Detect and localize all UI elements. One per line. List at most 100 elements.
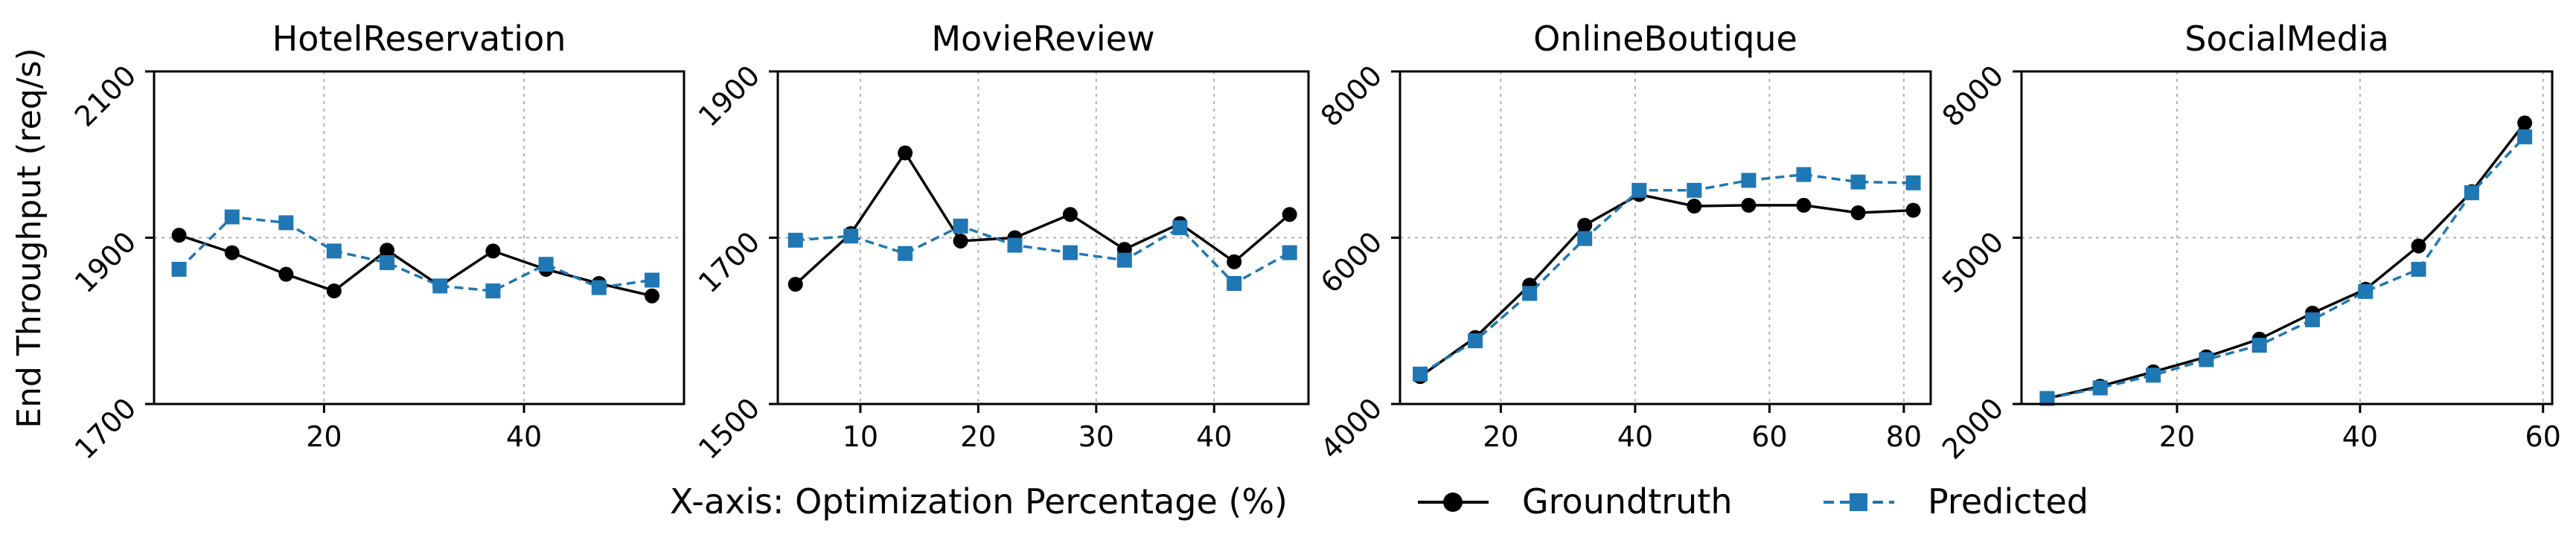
- panel-title: MovieReview: [931, 19, 1154, 59]
- groundtruth-line: [1419, 193, 1914, 378]
- groundtruth-point: [1741, 197, 1757, 213]
- groundtruth-point: [171, 228, 187, 243]
- predicted-point: [2039, 391, 2055, 406]
- panel-title: OnlineBoutique: [1533, 19, 1797, 59]
- predicted-point: [2251, 338, 2267, 353]
- groundtruth-point: [953, 233, 968, 248]
- y-tick-label: 1700: [68, 391, 143, 466]
- x-tick-label: 20: [960, 420, 996, 453]
- predicted-line: [1419, 173, 1914, 376]
- predicted-point: [432, 278, 448, 294]
- predicted-point: [1116, 252, 1132, 268]
- axes-frame: [153, 70, 685, 405]
- groundtruth-point: [326, 283, 342, 299]
- predicted-point: [1413, 366, 1428, 382]
- x-tick-label: 30: [1078, 420, 1114, 453]
- x-tick-label: 20: [1483, 420, 1518, 453]
- predicted-point: [171, 261, 187, 277]
- predicted-point: [1062, 245, 1078, 260]
- y-tick-label: 1700: [692, 225, 767, 300]
- predicted-line: [178, 215, 653, 292]
- panels: HotelReservation 20 40 1700 1900 2100 MovieRev…: [68, 19, 2561, 466]
- predicted-point: [1172, 220, 1188, 236]
- predicted-point: [2464, 185, 2479, 201]
- groundtruth-point: [380, 243, 395, 258]
- legend-groundtruth-label: Groundtruth: [1522, 481, 1733, 522]
- y-tick-label: 1900: [68, 225, 143, 300]
- predicted-point: [278, 215, 294, 231]
- x-tick-label: 40: [1196, 420, 1232, 453]
- axes-frame: [1399, 70, 1932, 405]
- legend-predicted-marker: [1850, 493, 1867, 511]
- groundtruth-point: [2517, 115, 2533, 131]
- predicted-point: [1468, 333, 1483, 349]
- predicted-point: [2146, 368, 2161, 383]
- y-tick-label: 5000: [1936, 225, 2010, 300]
- x-tick-label: 40: [1617, 420, 1653, 453]
- y-tick-label: 2000: [1936, 391, 2010, 466]
- predicted-point: [787, 232, 803, 248]
- predicted-point: [1905, 175, 1921, 190]
- x-tick-label: 10: [843, 420, 878, 453]
- predicted-point: [1741, 173, 1757, 188]
- predicted-point: [843, 228, 859, 244]
- legend-predicted-label: Predicted: [1928, 481, 2088, 522]
- groundtruth-line: [794, 150, 1291, 286]
- predicted-point: [1227, 275, 1242, 291]
- predicted-point: [380, 255, 395, 271]
- groundtruth-point: [645, 288, 660, 304]
- groundtruth-point: [1687, 199, 1702, 214]
- groundtruth-point: [898, 145, 913, 161]
- groundtruth-point: [1850, 205, 1866, 220]
- panel-3: SocialMedia 20 40 60 2000 5000 8000: [1936, 19, 2561, 466]
- predicted-line: [795, 225, 1291, 286]
- predicted-point: [2358, 283, 2374, 299]
- predicted-point: [1687, 182, 1702, 198]
- groundtruth-point: [1282, 207, 1297, 222]
- predicted-point: [645, 272, 660, 288]
- predicted-point: [953, 218, 968, 234]
- predicted-point: [591, 280, 607, 295]
- predicted-point: [2092, 380, 2108, 396]
- panel-1: MovieReview 10 20 30 40 1500 1700 1900: [692, 19, 1310, 466]
- y-tick-label: 1500: [692, 391, 767, 466]
- predicted-point: [2411, 261, 2426, 277]
- x-tick-label: 40: [2342, 420, 2378, 453]
- predicted-point: [1522, 286, 1538, 301]
- predicted-point: [2517, 129, 2533, 144]
- panel-0: HotelReservation 20 40 1700 1900 2100: [68, 19, 685, 466]
- panel-title: HotelReservation: [272, 19, 566, 59]
- predicted-point: [1282, 245, 1297, 260]
- predicted-point: [326, 243, 342, 259]
- groundtruth-point: [2411, 238, 2426, 254]
- x-tick-label: 20: [2159, 420, 2195, 453]
- legend-groundtruth-marker: [1443, 493, 1463, 512]
- y-tick-label: 4000: [1314, 391, 1389, 466]
- groundtruth-point: [1796, 197, 1812, 213]
- x-tick-label: 60: [2525, 420, 2561, 453]
- panel-title: SocialMedia: [2185, 19, 2389, 59]
- x-tick-label: 20: [306, 420, 342, 453]
- predicted-point: [2199, 352, 2214, 368]
- groundtruth-point: [787, 277, 803, 292]
- axes-frame: [2020, 70, 2554, 405]
- x-tick-label: 40: [506, 420, 542, 453]
- groundtruth-point: [1905, 202, 1921, 218]
- predicted-point: [1850, 174, 1866, 190]
- groundtruth-point: [1062, 207, 1078, 222]
- y-tick-label: 1900: [692, 59, 767, 133]
- groundtruth-point: [1577, 217, 1593, 233]
- legend: X-axis: Optimization Percentage (%) Grou…: [670, 481, 2088, 522]
- y-tick-label: 6000: [1314, 225, 1389, 300]
- panel-2: OnlineBoutique 20 40 60 80 4000 6000 8000: [1314, 19, 1932, 466]
- x-tick-label: 60: [1751, 420, 1787, 453]
- groundtruth-point: [1227, 254, 1242, 269]
- predicted-point: [1007, 237, 1023, 253]
- groundtruth-point: [224, 245, 240, 260]
- predicted-point: [485, 283, 501, 299]
- x-tick-label: 80: [1886, 420, 1922, 453]
- y-tick-label: 8000: [1314, 59, 1389, 133]
- predicted-point: [2304, 312, 2320, 327]
- predicted-point: [224, 209, 240, 225]
